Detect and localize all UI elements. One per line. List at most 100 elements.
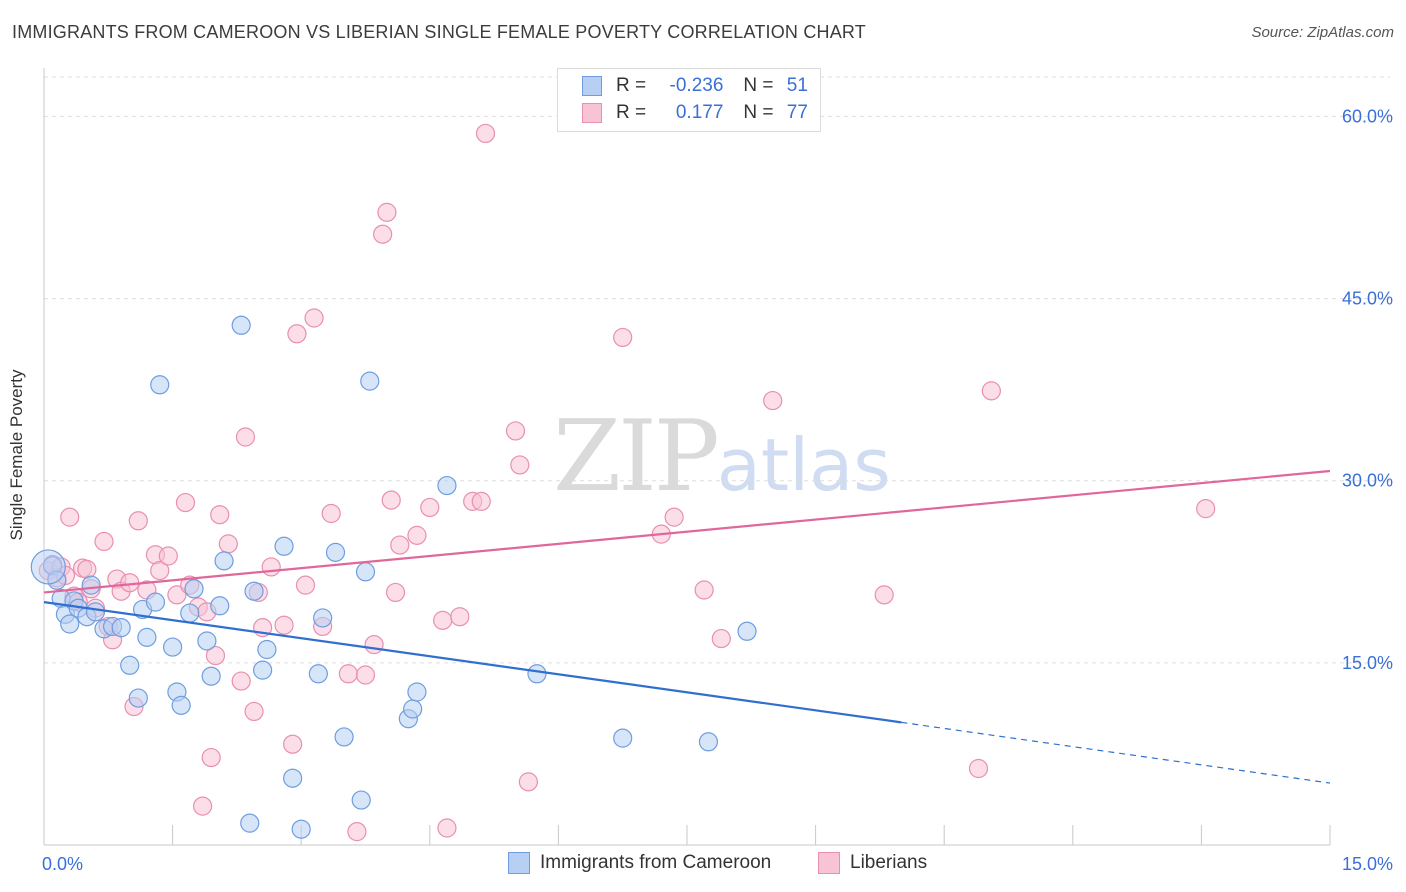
legend-swatch-cameroon (582, 76, 602, 96)
cameroon-point-18 (150, 375, 170, 395)
series-legend: Immigrants from Cameroon Liberians (0, 852, 1406, 878)
liberian-point-38 (261, 557, 281, 577)
liberian-point-59 (450, 607, 470, 627)
liberian-point-70 (711, 628, 731, 649)
legend-swatch-liberians (582, 103, 602, 123)
liberian-trendline (43, 469, 1331, 594)
y-tick-label-0: 15.0% (1342, 653, 1393, 673)
series-legend-cameroon[interactable]: Immigrants from Cameroon (508, 852, 771, 874)
liberian-point-39 (274, 615, 294, 635)
liberian-point-8 (77, 559, 97, 579)
cameroon-point-38 (325, 542, 346, 562)
liberian-point-54 (390, 535, 410, 555)
liberian-point-71 (763, 390, 783, 411)
cameroon-point-12 (111, 618, 131, 638)
legend-n-value-1: 51 (786, 75, 808, 96)
legend-n-value-2: 77 (786, 102, 808, 123)
liberian-point-49 (364, 635, 384, 655)
watermark: ZIPatlas (553, 400, 891, 514)
liberian-point-75 (1196, 499, 1216, 519)
cameroon-point-17 (145, 592, 166, 612)
cameroon-point-41 (355, 562, 376, 582)
cameroon-point-22 (180, 603, 200, 623)
liberian-point-24 (175, 492, 196, 513)
cameroon-point-4 (60, 614, 80, 634)
liberian-point-57 (433, 610, 453, 630)
liberian-point-27 (193, 796, 213, 816)
cameroon-point-39 (334, 727, 354, 747)
cameroon-point-29 (240, 813, 260, 833)
cameroon-point-36 (308, 664, 328, 684)
cameroon-point-46 (437, 475, 457, 496)
cameroon-point-33 (274, 536, 294, 556)
liberian-point-22 (158, 546, 178, 566)
liberian-point-46 (338, 664, 358, 684)
liberian-point-33 (231, 671, 251, 691)
y-axis-label: Single Female Poverty (7, 369, 26, 541)
liberian-point-45 (321, 503, 341, 524)
cameroon-point-19 (163, 637, 183, 657)
cameroon-point-21 (171, 695, 191, 715)
cameroon-trendline-extension (901, 721, 1331, 784)
cameroon-point-37 (313, 608, 333, 628)
y-tick-label-3: 60.0% (1342, 106, 1393, 126)
liberian-point-18 (128, 511, 148, 531)
liberian-point-31 (210, 505, 230, 525)
cameroon-point-32 (257, 639, 277, 660)
cameroon-point-50 (737, 621, 757, 641)
legend-r-label-2: R = (616, 102, 647, 123)
liberian-point-72 (874, 585, 894, 605)
cameroon-point-31 (253, 660, 273, 680)
cameroon-point-9 (85, 602, 106, 622)
correlation-legend: R = -0.236 N = 51 R = 0.177 N = 77 (557, 68, 821, 132)
liberian-point-74 (981, 381, 1001, 401)
liberian-point-35 (244, 701, 264, 722)
cameroon-point-42 (360, 371, 380, 391)
cameroon-cluster-point (30, 549, 66, 585)
liberian-point-50 (373, 224, 393, 244)
cameroon-point-13 (120, 655, 140, 675)
liberian-point-69 (694, 580, 714, 600)
cameroon-point-48 (613, 728, 633, 748)
legend-n-label-1: N = (743, 75, 774, 96)
legend-row-liberians: R = 0.177 N = 77 (582, 100, 808, 126)
cameroon-point-40 (351, 790, 371, 810)
liberian-point-73 (968, 758, 989, 779)
cameroon-point-49 (698, 732, 719, 752)
cameroon-point-45 (407, 682, 427, 702)
source-credit: Source: ZipAtlas.com (1251, 24, 1394, 41)
liberian-point-43 (304, 308, 324, 328)
cameroon-point-27 (214, 551, 234, 571)
legend-r-value-2: 0.177 (675, 102, 724, 123)
y-tick-label-1: 30.0% (1342, 471, 1393, 491)
cameroon-point-14 (128, 688, 148, 708)
cameroon-point-25 (201, 666, 221, 686)
x-tick-label-0: 0.0% (42, 854, 83, 874)
liberian-point-32 (218, 534, 238, 554)
cameroon-point-16 (137, 627, 157, 647)
liberian-point-53 (385, 582, 406, 603)
liberian-point-64 (510, 455, 530, 475)
liberian-point-40 (283, 734, 303, 754)
legend-r-value-1: -0.236 (669, 75, 724, 96)
cameroon-point-8 (81, 575, 101, 595)
watermark-atlas: atlas (716, 423, 891, 507)
liberian-point-66 (613, 327, 633, 348)
cameroon-point-23 (184, 579, 204, 599)
liberian-point-51 (377, 202, 397, 222)
chart-title: IMMIGRANTS FROM CAMEROON VS LIBERIAN SIN… (12, 22, 867, 42)
legend-r-label-1: R = (616, 75, 647, 96)
series-swatch-liberians (818, 852, 840, 874)
series-swatch-cameroon (508, 852, 530, 874)
liberian-point-58 (437, 818, 457, 838)
liberian-point-41 (287, 324, 307, 344)
liberian-point-23 (167, 585, 187, 605)
liberian-point-11 (94, 531, 114, 552)
liberian-point-62 (475, 123, 496, 144)
x-tick-label-1: 15.0% (1342, 854, 1393, 874)
cameroon-trendline (43, 601, 902, 724)
liberian-point-42 (295, 575, 316, 595)
series-legend-liberians[interactable]: Liberians (818, 852, 927, 874)
liberian-point-65 (518, 772, 538, 792)
